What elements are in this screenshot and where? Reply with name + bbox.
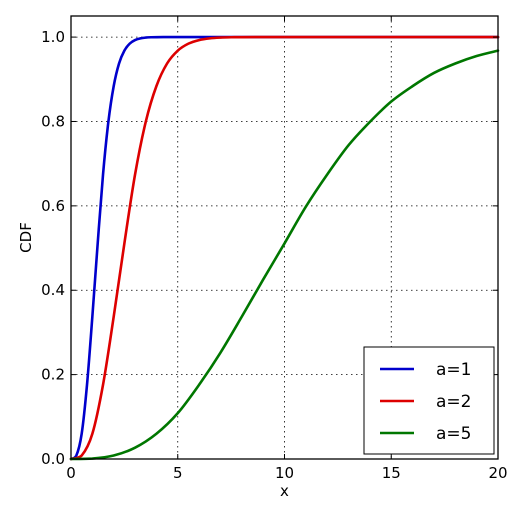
y-axis-label: CDF (17, 222, 35, 253)
tick-labels: 0 5 10 15 20 0.0 0.2 0.4 0.6 0.8 1.0 (41, 28, 507, 482)
x-tick-label: 0 (66, 464, 76, 482)
series-lines (69, 35, 500, 461)
y-tick-label: 0.6 (41, 197, 65, 215)
x-axis-label: x (280, 482, 289, 500)
legend-label: a=2 (436, 392, 471, 412)
legend-label: a=5 (436, 424, 471, 444)
axis-ticks (70, 16, 499, 460)
series-line-a-2 (69, 35, 500, 461)
y-tick-label: 1.0 (41, 28, 65, 46)
y-tick-label: 0.4 (41, 281, 65, 299)
x-tick-label: 15 (382, 464, 401, 482)
legend: a=1 a=2 a=5 (363, 346, 495, 455)
legend-label: a=1 (436, 360, 471, 380)
y-tick-label: 0.0 (41, 450, 65, 468)
x-tick-label: 20 (488, 464, 507, 482)
series-line-a-5 (69, 49, 500, 461)
y-tick-label: 0.2 (41, 366, 65, 384)
y-tick-label: 0.8 (41, 112, 65, 130)
x-tick-label: 10 (275, 464, 294, 482)
series-line-a-1 (69, 35, 500, 461)
x-tick-label: 5 (173, 464, 183, 482)
